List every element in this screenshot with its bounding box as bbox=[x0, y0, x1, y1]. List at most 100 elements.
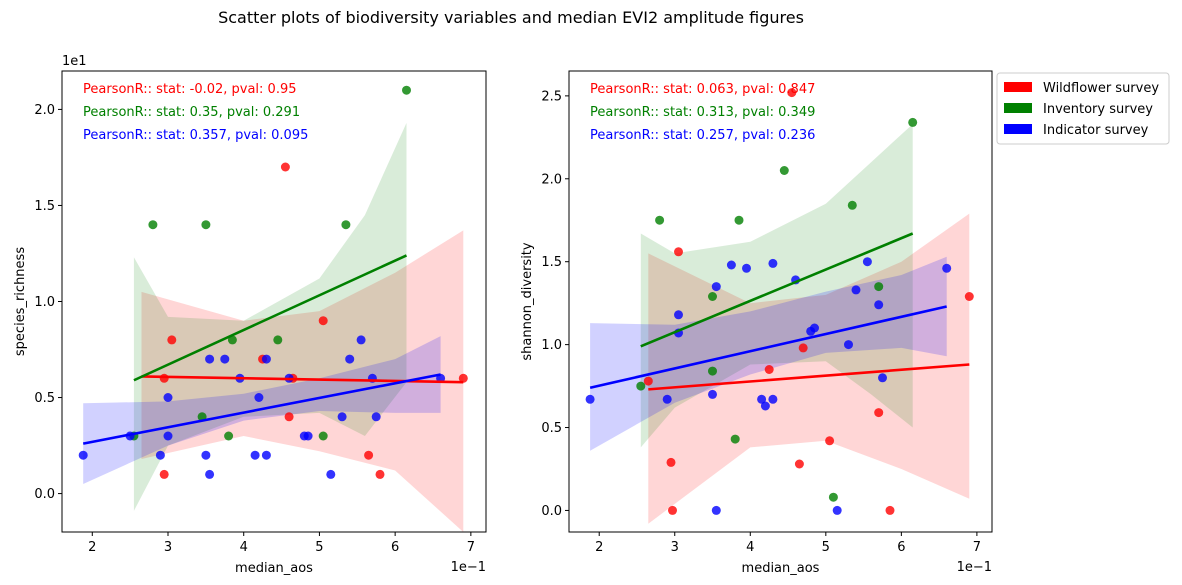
regression-line-wildflower bbox=[648, 363, 970, 391]
x-tick-label: 4 bbox=[240, 540, 248, 555]
confidence-band-indicator bbox=[590, 256, 947, 451]
data-point-wildflower bbox=[375, 469, 385, 479]
data-point-indicator bbox=[261, 450, 271, 460]
data-point-indicator bbox=[345, 354, 355, 364]
y-tick-label: 2.0 bbox=[541, 172, 562, 187]
data-point-indicator bbox=[163, 431, 173, 441]
data-point-indicator bbox=[78, 450, 88, 460]
pearson-annotation-inventory: PearsonR:: stat: 0.35, pval: 0.291 bbox=[83, 105, 300, 120]
data-point-wildflower bbox=[825, 436, 835, 446]
data-point-indicator bbox=[768, 394, 778, 404]
x-tick-label: 7 bbox=[973, 540, 981, 555]
data-point-indicator bbox=[674, 310, 683, 320]
data-point-indicator bbox=[862, 257, 872, 267]
confidence-band-inventory bbox=[640, 124, 913, 448]
regression-line-indicator bbox=[82, 373, 441, 445]
data-point-inventory bbox=[227, 335, 237, 345]
x-tick-label: 3 bbox=[164, 540, 172, 555]
data-point-wildflower bbox=[885, 505, 895, 515]
data-point-wildflower bbox=[280, 162, 290, 172]
data-point-indicator bbox=[844, 340, 853, 350]
data-point-wildflower bbox=[364, 450, 374, 460]
data-point-inventory bbox=[402, 85, 411, 95]
data-point-indicator bbox=[201, 450, 211, 460]
legend: Wildflower survey Inventory survey Indic… bbox=[996, 72, 1170, 145]
y-tick-label: 2.0 bbox=[34, 103, 55, 118]
data-point-wildflower bbox=[798, 343, 808, 353]
data-point-indicator bbox=[760, 401, 770, 411]
data-point-indicator bbox=[851, 285, 861, 295]
pearson-annotation-wildflower: PearsonR:: stat: 0.063, pval: 0.847 bbox=[590, 82, 815, 97]
data-point-wildflower bbox=[458, 373, 468, 383]
data-point-inventory bbox=[708, 366, 717, 376]
data-point-wildflower bbox=[764, 365, 774, 374]
legend-swatch-inventory bbox=[1004, 103, 1032, 113]
data-point-indicator bbox=[662, 394, 672, 404]
y-tick-label: 1.5 bbox=[541, 255, 562, 270]
data-point-indicator bbox=[726, 260, 736, 270]
data-point-wildflower bbox=[318, 316, 328, 326]
data-point-indicator bbox=[337, 412, 347, 422]
data-point-indicator bbox=[742, 263, 751, 273]
regression-line-inventory bbox=[640, 232, 914, 348]
data-point-indicator bbox=[768, 258, 778, 268]
data-point-indicator bbox=[205, 354, 215, 364]
data-point-indicator bbox=[205, 469, 215, 479]
data-point-inventory bbox=[730, 434, 740, 444]
x-tick-label: 3 bbox=[671, 540, 679, 555]
data-point-indicator bbox=[757, 394, 767, 404]
y-tick-label: 2.5 bbox=[541, 89, 562, 104]
legend-label-inventory: Inventory survey bbox=[1043, 102, 1153, 117]
data-point-inventory bbox=[734, 215, 744, 225]
y-tick-label: 0.0 bbox=[34, 487, 55, 502]
data-point-indicator bbox=[810, 323, 819, 333]
confidence-band-wildflower bbox=[648, 213, 970, 524]
y-offset-label: 1e1 bbox=[62, 54, 87, 69]
data-point-inventory bbox=[224, 431, 234, 441]
data-point-wildflower bbox=[159, 469, 169, 479]
data-point-wildflower bbox=[643, 376, 653, 386]
y-tick-label: 0.5 bbox=[34, 391, 55, 406]
pearson-annotation-inventory: PearsonR:: stat: 0.313, pval: 0.349 bbox=[590, 105, 815, 120]
data-point-wildflower bbox=[668, 505, 677, 515]
data-point-wildflower bbox=[794, 459, 804, 469]
data-point-indicator bbox=[711, 282, 721, 292]
plot-area bbox=[78, 85, 468, 532]
axes-frame bbox=[568, 70, 993, 533]
data-point-wildflower bbox=[159, 373, 169, 383]
data-point-inventory bbox=[655, 215, 665, 225]
data-point-inventory bbox=[201, 220, 211, 230]
legend-swatch-wildflower bbox=[1004, 82, 1032, 92]
y-tick-label: 1.0 bbox=[34, 295, 55, 310]
data-point-inventory bbox=[636, 381, 646, 391]
data-point-inventory bbox=[708, 292, 717, 301]
data-point-indicator bbox=[220, 354, 230, 364]
data-point-inventory bbox=[318, 431, 328, 441]
y-tick-label: 1.5 bbox=[34, 199, 55, 214]
x-tick-label: 4 bbox=[746, 540, 754, 555]
confidence-band-wildflower bbox=[141, 230, 464, 532]
y-axis-label: shannon_diversity bbox=[520, 242, 535, 361]
legend-frame bbox=[996, 72, 1170, 145]
data-point-indicator bbox=[878, 373, 887, 383]
pearson-annotation-indicator: PearsonR:: stat: 0.257, pval: 0.236 bbox=[590, 128, 815, 143]
x-tick-label: 5 bbox=[315, 540, 323, 555]
x-axis-label: median_aos bbox=[742, 561, 820, 576]
data-point-indicator bbox=[261, 354, 271, 364]
data-point-indicator bbox=[250, 450, 260, 460]
data-point-indicator bbox=[155, 450, 165, 460]
legend-label-wildflower: Wildflower survey bbox=[1043, 81, 1159, 96]
y-tick-label: 0.5 bbox=[541, 421, 562, 436]
data-point-indicator bbox=[942, 263, 952, 273]
regression-line-indicator bbox=[589, 305, 947, 389]
y-axis-label: species_richness bbox=[13, 247, 28, 356]
x-tick-label: 2 bbox=[595, 540, 603, 555]
legend-swatch-indicator bbox=[1004, 124, 1032, 134]
data-point-indicator bbox=[326, 469, 336, 479]
data-point-wildflower bbox=[167, 335, 177, 345]
legend-label-indicator: Indicator survey bbox=[1043, 123, 1149, 138]
data-point-wildflower bbox=[787, 88, 797, 98]
data-point-wildflower bbox=[964, 292, 974, 301]
